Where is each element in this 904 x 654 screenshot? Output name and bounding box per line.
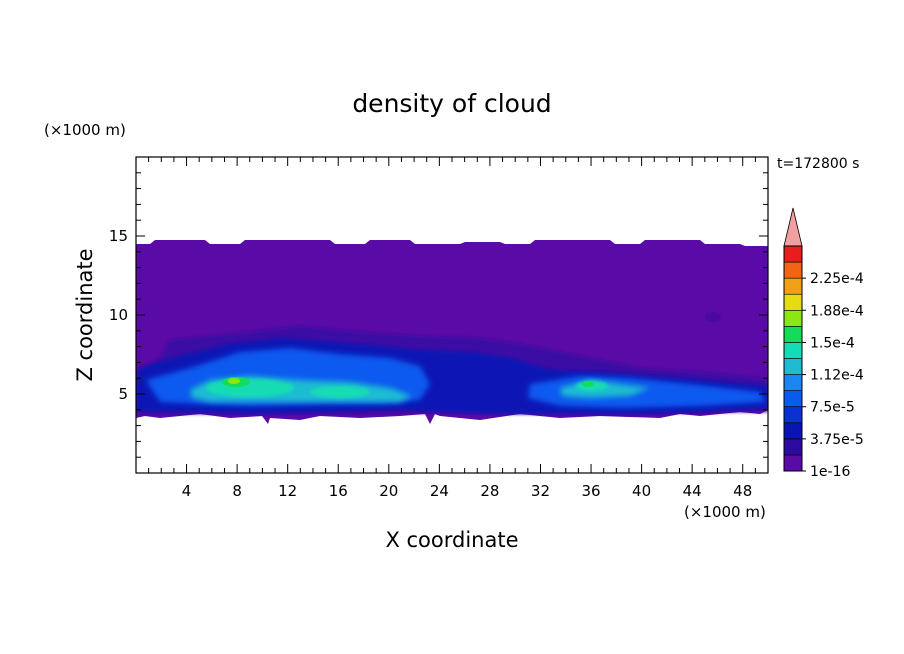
cloud-core-teal-2	[310, 386, 370, 398]
colorbar-band	[783, 245, 803, 263]
colorbar-band	[783, 326, 803, 343]
x-tick-label: 20	[379, 482, 398, 500]
x-axis-title: X coordinate	[385, 528, 518, 552]
colorbar-tick-label: 3.75e-5	[810, 432, 864, 448]
x-axis-ticks: 4 8 12 16 20 24 28 32 36 40 44 48	[148, 157, 756, 500]
x-tick-label: 36	[581, 482, 600, 500]
colorbar-band	[783, 358, 803, 375]
x-tick-label: 48	[733, 482, 752, 500]
cloud-density-field	[136, 240, 768, 424]
colorbar-tick-label: 1.5e-4	[810, 335, 855, 351]
colorbar-tick-label: 1.88e-4	[810, 303, 864, 319]
time-label: t=172800 s	[777, 156, 859, 172]
colorbar-band	[783, 390, 803, 408]
y-axis-title: Z coordinate	[73, 248, 97, 381]
x-tick-label: 32	[531, 482, 550, 500]
x-tick-label: 28	[480, 482, 499, 500]
y-tick-label: 5	[118, 385, 128, 403]
colorbar-band	[783, 422, 803, 440]
colorbar-band	[783, 406, 803, 424]
x-tick-label: 40	[632, 482, 651, 500]
y-axis-ticks: 5 10 15	[109, 172, 768, 458]
colorbar-band	[783, 374, 803, 391]
x-tick-label: 12	[278, 482, 297, 500]
colorbar-band	[783, 293, 803, 311]
colorbar-tick-label: 1e-16	[810, 464, 850, 480]
colorbar-band	[783, 342, 803, 359]
colorbar-band	[783, 309, 803, 327]
x-axis-unit: (×1000 m)	[684, 503, 766, 521]
x-tick-label: 4	[182, 482, 192, 500]
colorbar-band	[783, 438, 803, 456]
colorbar-tick-label: 2.25e-4	[810, 271, 864, 287]
colorbar-tick-label: 7.5e-5	[810, 400, 855, 416]
colorbar-tick-label: 1.12e-4	[810, 368, 864, 384]
cloud-patch	[705, 312, 721, 322]
cloud-peak-green-right	[582, 381, 594, 387]
colorbar-band	[783, 277, 803, 295]
y-tick-label: 10	[109, 306, 128, 324]
cloud-core-teal	[206, 379, 294, 397]
colorbar-band	[783, 261, 803, 279]
colorbar-frame	[783, 245, 803, 472]
cloud-peak-yellowgreen	[228, 378, 240, 384]
x-tick-label: 24	[430, 482, 449, 500]
colorbar-overflow-arrow	[783, 207, 803, 247]
y-axis-unit: (×1000 m)	[44, 121, 126, 139]
x-tick-label: 44	[683, 482, 702, 500]
colorbar-band	[783, 454, 803, 472]
x-tick-label: 16	[329, 482, 348, 500]
x-tick-label: 8	[232, 482, 242, 500]
colorbar: 1e-16 3.75e-5 7.5e-5 1.12e-4 1.5e-4 1.88e-4 2.…	[783, 207, 864, 480]
y-tick-label: 15	[109, 227, 128, 245]
chart-title: density of cloud	[352, 89, 551, 118]
